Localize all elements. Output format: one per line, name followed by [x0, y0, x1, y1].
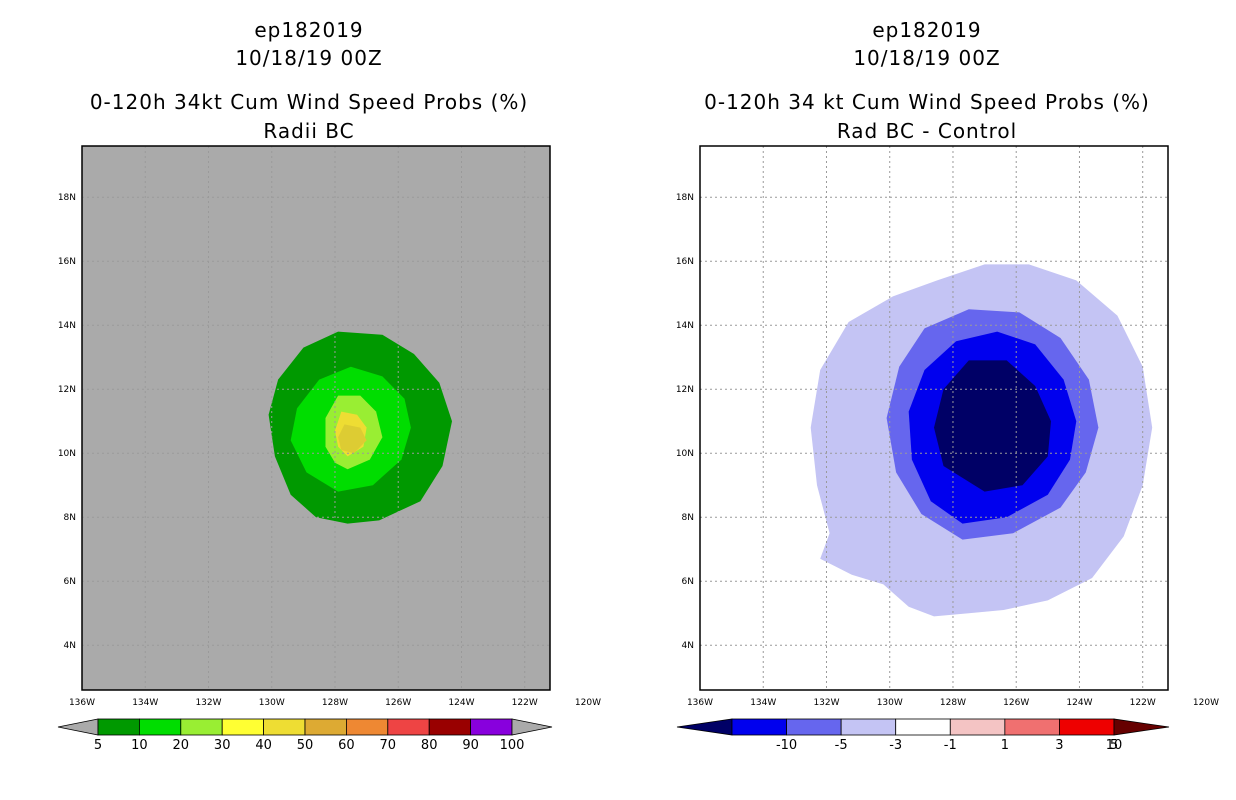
- contour-40-50: [338, 424, 367, 454]
- colorbar-segment: [180, 718, 223, 736]
- y-tick-label: 8N: [682, 513, 694, 523]
- y-tick-label: 16N: [676, 257, 694, 267]
- y-tick-label: 14N: [58, 321, 76, 331]
- y-tick-label: 6N: [682, 577, 694, 587]
- y-tick-label: 10N: [58, 449, 76, 459]
- colorbar-segment: [304, 718, 347, 736]
- colorbar-label: 3: [1055, 738, 1063, 753]
- colorbar-label: 40: [255, 738, 272, 753]
- colorbar-label: 30: [214, 738, 231, 753]
- x-tick-label: 134W: [132, 698, 158, 708]
- wind-prob-chart-left: 136W 134W 132W 130W 128W 126W 124W 122W 120W 4N 6N…: [57, 145, 601, 753]
- colorbar-label: 5: [94, 738, 102, 753]
- x-tick-label: 128W: [940, 698, 966, 708]
- x-tick-label: 124W: [1066, 698, 1092, 708]
- plot-frame: [81, 145, 551, 691]
- colorbar-segment: [949, 718, 1006, 736]
- x-tick-label: 132W: [195, 698, 221, 708]
- x-tick-label: 132W: [813, 698, 839, 708]
- colorbar-segment: [263, 718, 306, 736]
- chart-subtitle-right: Rad BC - Control: [836, 119, 1018, 143]
- x-tick-label: 126W: [385, 698, 411, 708]
- x-tick-label: 124W: [448, 698, 474, 708]
- colorbar-label: 50: [297, 738, 314, 753]
- colorbar-segment: [470, 718, 513, 736]
- y-tick-label: 4N: [64, 641, 76, 651]
- y-tick-label: 6N: [64, 577, 76, 587]
- colorbar-label: 80: [421, 738, 438, 753]
- chart-subtitle-left: Radii BC: [263, 119, 355, 143]
- colorbar-segment: [840, 718, 897, 736]
- x-tick-label: 136W: [69, 698, 95, 708]
- colorbar-label: 70: [380, 738, 397, 753]
- colorbar-label: 60: [338, 738, 355, 753]
- chart-title-right: 0-120h 34 kt Cum Wind Speed Probs (%): [704, 90, 1150, 114]
- x-tick-label: 130W: [259, 698, 285, 708]
- colorbar-segment: [1059, 718, 1115, 736]
- colorbar-segment: [1004, 718, 1060, 736]
- x-tick-label: 122W: [1130, 698, 1156, 708]
- colorbar-label: 10: [131, 738, 148, 753]
- x-tick-label: 120W: [1193, 698, 1219, 708]
- colorbar-high-arrow: [1113, 718, 1170, 736]
- y-tick-label: 18N: [58, 193, 76, 203]
- colorbar-label: -1: [944, 738, 957, 753]
- colorbar-segment: [345, 718, 389, 736]
- storm-id-right: ep182019: [872, 18, 982, 42]
- colorbar-low-arrow: [676, 718, 733, 736]
- x-tick-label: 122W: [512, 698, 538, 708]
- y-tick-label: 12N: [58, 385, 76, 395]
- y-tick-label: 18N: [676, 193, 694, 203]
- contour--10: [934, 360, 1051, 492]
- chart-title-left: 0-120h 34kt Cum Wind Speed Probs (%): [89, 90, 529, 114]
- colorbar-high-arrow: [511, 718, 553, 736]
- colorbar-label: -10: [776, 738, 797, 753]
- y-tick-label: 16N: [58, 257, 76, 267]
- colorbar-segment: [786, 718, 842, 736]
- colorbar-segment: [97, 718, 140, 736]
- colorbar-segment: [387, 718, 430, 736]
- y-tick-label: 10N: [676, 449, 694, 459]
- colorbar-segment: [428, 718, 472, 736]
- colorbar-label: 100: [500, 738, 525, 753]
- x-tick-label: 128W: [322, 698, 348, 708]
- colorbar-label: 5: [1110, 738, 1118, 753]
- colorbar-segment: [138, 718, 182, 736]
- x-tick-label: 120W: [575, 698, 601, 708]
- y-tick-label: 8N: [64, 513, 76, 523]
- storm-id-left: ep182019: [254, 18, 364, 42]
- colorbar-segment: [895, 718, 951, 736]
- x-tick-label: 126W: [1003, 698, 1029, 708]
- colorbar-label: -3: [889, 738, 902, 753]
- y-tick-label: 12N: [676, 385, 694, 395]
- wind-prob-diff-chart-right: 136W 134W 132W 130W 128W 126W 124W 122W 120W 4N 6N…: [676, 145, 1219, 753]
- y-tick-label: 14N: [676, 321, 694, 331]
- datetime-left: 10/18/19 00Z: [235, 46, 383, 70]
- x-tick-label: 136W: [687, 698, 713, 708]
- left-panel: ep182019 10/18/19 00Z 0-120h 34kt Cum Wi…: [57, 18, 601, 753]
- colorbar-segment: [731, 718, 787, 736]
- x-tick-label: 134W: [750, 698, 776, 708]
- right-panel: ep182019 10/18/19 00Z 0-120h 34 kt Cum W…: [618, 0, 1236, 800]
- x-tick-label: 130W: [877, 698, 903, 708]
- colorbar-low-arrow: [57, 718, 99, 736]
- colorbar-segment: [221, 718, 264, 736]
- plot-frame: [699, 145, 1169, 691]
- datetime-right: 10/18/19 00Z: [853, 46, 1001, 70]
- colorbar-label: 10: [1106, 738, 1123, 753]
- y-tick-label: 4N: [682, 641, 694, 651]
- colorbar-label: -5: [835, 738, 848, 753]
- colorbar-label: 1: [1001, 738, 1009, 753]
- colorbar-label: 20: [173, 738, 190, 753]
- colorbar-label: 90: [462, 738, 479, 753]
